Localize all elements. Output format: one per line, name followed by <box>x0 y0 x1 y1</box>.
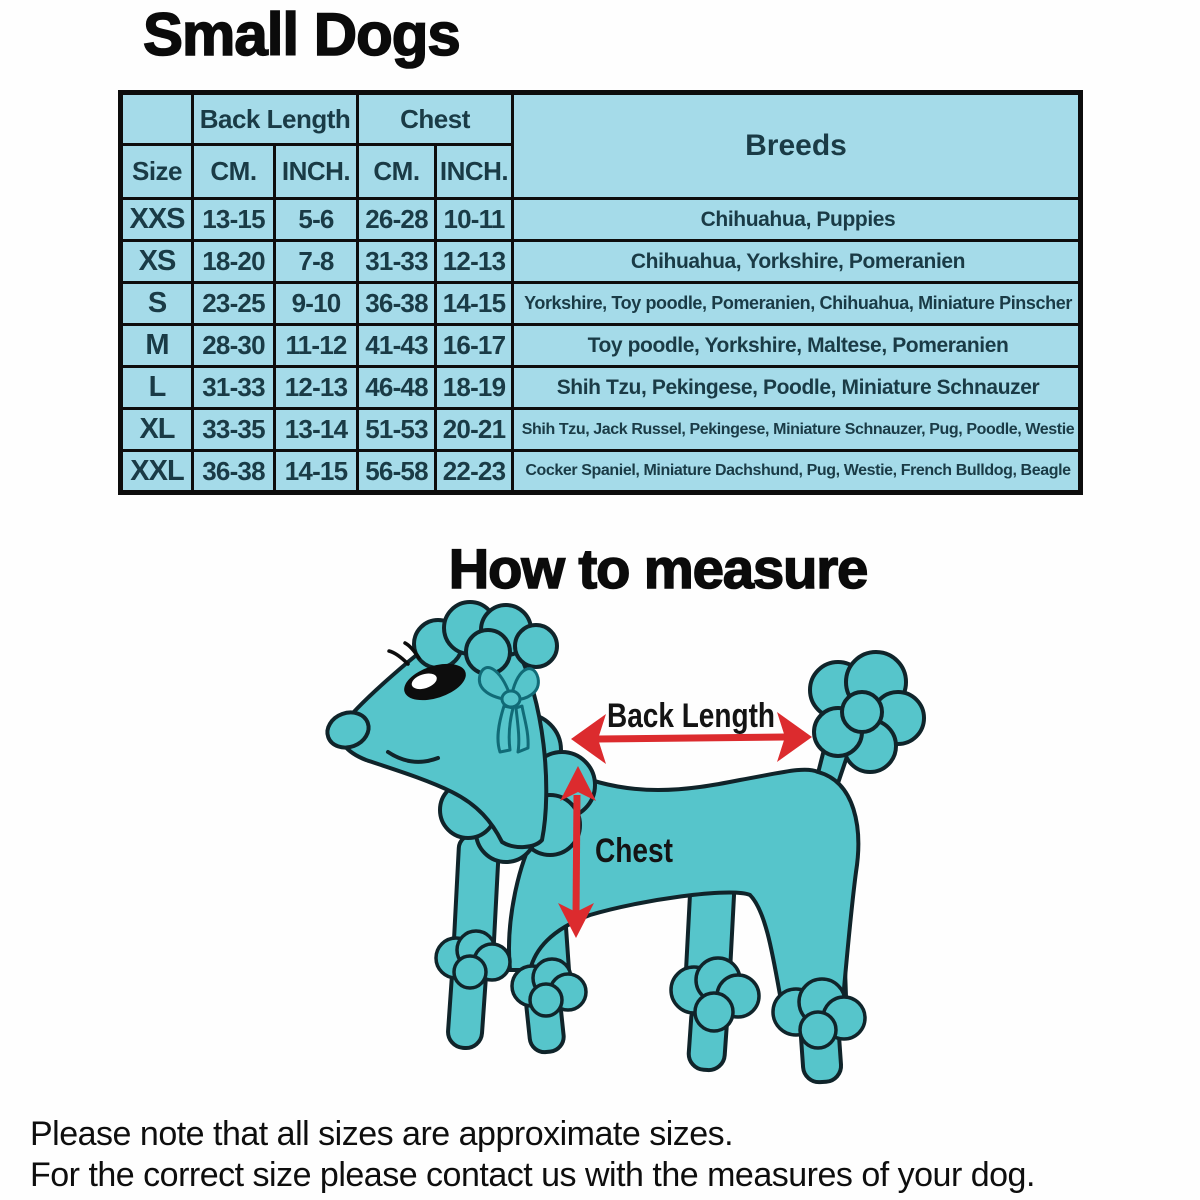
table-row: XL 33-35 13-14 51-53 20-21 Shih Tzu, Jac… <box>119 407 1082 452</box>
measure-cell: 51-53 <box>356 407 437 452</box>
back-cm-header: CM. <box>191 143 276 200</box>
measure-cell: 31-33 <box>191 365 276 410</box>
chest-label: Chest <box>595 832 673 870</box>
measure-cell: 11-12 <box>273 323 359 368</box>
measure-cell: 46-48 <box>356 365 437 410</box>
size-table: Back Length Chest Breeds Size CM. INCH. … <box>118 90 1083 495</box>
chest-header: Chest <box>356 91 514 146</box>
measure-cell: 28-30 <box>191 323 276 368</box>
measure-cell: 12-13 <box>434 239 514 284</box>
smile <box>386 750 440 764</box>
topknot <box>412 600 559 676</box>
breeds-text: Toy poodle, Yorkshire, Maltese, Pomerani… <box>587 333 1009 357</box>
size-cell: XXS <box>119 197 194 242</box>
measure-cell: 23-25 <box>191 281 276 326</box>
poodle-measure-illustration: Back Length Chest <box>325 600 926 1085</box>
breeds-cell: Yorkshire, Toy poodle, Pomeranien, Chihu… <box>511 281 1082 326</box>
table-sub-header-row: Size CM. INCH. CM. INCH. <box>119 143 1081 200</box>
table-row: L 31-33 12-13 46-48 18-19 Shih Tzu, Peki… <box>119 365 1082 410</box>
footer-line-2: For the correct size please contact us w… <box>30 1156 1035 1194</box>
measure-cell: 26-28 <box>356 197 437 242</box>
size-cell: XXL <box>119 449 194 494</box>
tail-pom <box>808 650 926 774</box>
corner-cell <box>119 91 194 146</box>
size-header: Size <box>119 143 194 200</box>
measure-cell: 12-13 <box>273 365 359 410</box>
measure-cell: 22-23 <box>434 449 514 494</box>
breeds-text: Yorkshire, Toy poodle, Pomeranien, Chihu… <box>524 293 1072 313</box>
measure-cell: 7-8 <box>273 239 359 284</box>
table-row: XXS 13-15 5-6 26-28 10-11 Chihuahua, Pup… <box>119 197 1082 242</box>
measure-cell: 16-17 <box>434 323 514 368</box>
measure-cell: 33-35 <box>191 407 276 452</box>
size-cell: XL <box>119 407 194 452</box>
measure-cell: 31-33 <box>356 239 437 284</box>
size-cell: M <box>119 323 194 368</box>
eye-icon <box>404 663 466 701</box>
breeds-text: Chihuahua, Puppies <box>700 207 896 231</box>
measure-cell: 36-38 <box>356 281 437 326</box>
page-title: Small Dogs <box>142 0 461 69</box>
measure-cell: 13-14 <box>273 407 359 452</box>
chest-inch-header: INCH. <box>434 143 514 200</box>
breeds-header: Breeds <box>511 91 1082 200</box>
breeds-cell: Shih Tzu, Jack Russel, Pekingese, Miniat… <box>511 407 1082 452</box>
measure-cell: 18-19 <box>434 365 514 410</box>
measure-cell: 13-15 <box>191 197 276 242</box>
measure-cell: 56-58 <box>356 449 437 494</box>
breeds-text: Chihuahua, Yorkshire, Pomeranien <box>630 249 966 273</box>
bow-icon <box>477 666 540 754</box>
measure-cell: 14-15 <box>434 281 514 326</box>
footer-line-1: Please note that all sizes are approxima… <box>30 1115 734 1153</box>
measure-cell: 9-10 <box>273 281 359 326</box>
breeds-cell: Cocker Spaniel, Miniature Dachshund, Pug… <box>511 449 1082 494</box>
table-row: XS 18-20 7-8 31-33 12-13 Chihuahua, York… <box>119 239 1082 284</box>
back-inch-header: INCH. <box>273 143 359 200</box>
eyelashes <box>387 641 421 666</box>
nose <box>325 710 371 750</box>
measure-cell: 10-11 <box>434 197 514 242</box>
breeds-cell: Chihuahua, Puppies <box>511 197 1082 242</box>
table-group-header-row: Back Length Chest Breeds <box>119 91 1082 200</box>
back-length-arrow <box>571 712 812 764</box>
measure-cell: 18-20 <box>191 239 276 284</box>
measure-cell: 14-15 <box>273 449 359 494</box>
back-length-header: Back Length <box>191 91 359 146</box>
size-cell: XS <box>119 239 194 284</box>
back-length-label: Back Length <box>607 697 775 735</box>
measure-cell: 5-6 <box>273 197 359 242</box>
table-row: XXL 36-38 14-15 56-58 22-23 Cocker Spani… <box>119 449 1082 494</box>
measure-cell: 20-21 <box>434 407 514 452</box>
breeds-text: Cocker Spaniel, Miniature Dachshund, Pug… <box>525 462 1071 479</box>
measure-cell: 36-38 <box>191 449 276 494</box>
breeds-text: Shih Tzu, Pekingese, Poodle, Miniature S… <box>556 375 1040 399</box>
breeds-text: Shih Tzu, Jack Russel, Pekingese, Miniat… <box>521 420 1075 438</box>
table-row: M 28-30 11-12 41-43 16-17 Toy poodle, Yo… <box>119 323 1082 368</box>
chest-cm-header: CM. <box>356 143 437 200</box>
breeds-cell: Toy poodle, Yorkshire, Maltese, Pomerani… <box>511 323 1082 368</box>
size-cell: L <box>119 365 194 410</box>
breeds-cell: Chihuahua, Yorkshire, Pomeranien <box>511 239 1082 284</box>
breeds-cell: Shih Tzu, Pekingese, Poodle, Miniature S… <box>511 365 1082 410</box>
size-cell: S <box>119 281 194 326</box>
footer-notes: Please note that all sizes are approxima… <box>30 1114 1198 1196</box>
table-row: S 23-25 9-10 36-38 14-15 Yorkshire, Toy … <box>119 281 1082 326</box>
chest-arrow <box>558 766 596 938</box>
leg-cuffs <box>434 929 867 1050</box>
measure-title: How to measure <box>448 536 869 601</box>
measure-cell: 41-43 <box>356 323 437 368</box>
